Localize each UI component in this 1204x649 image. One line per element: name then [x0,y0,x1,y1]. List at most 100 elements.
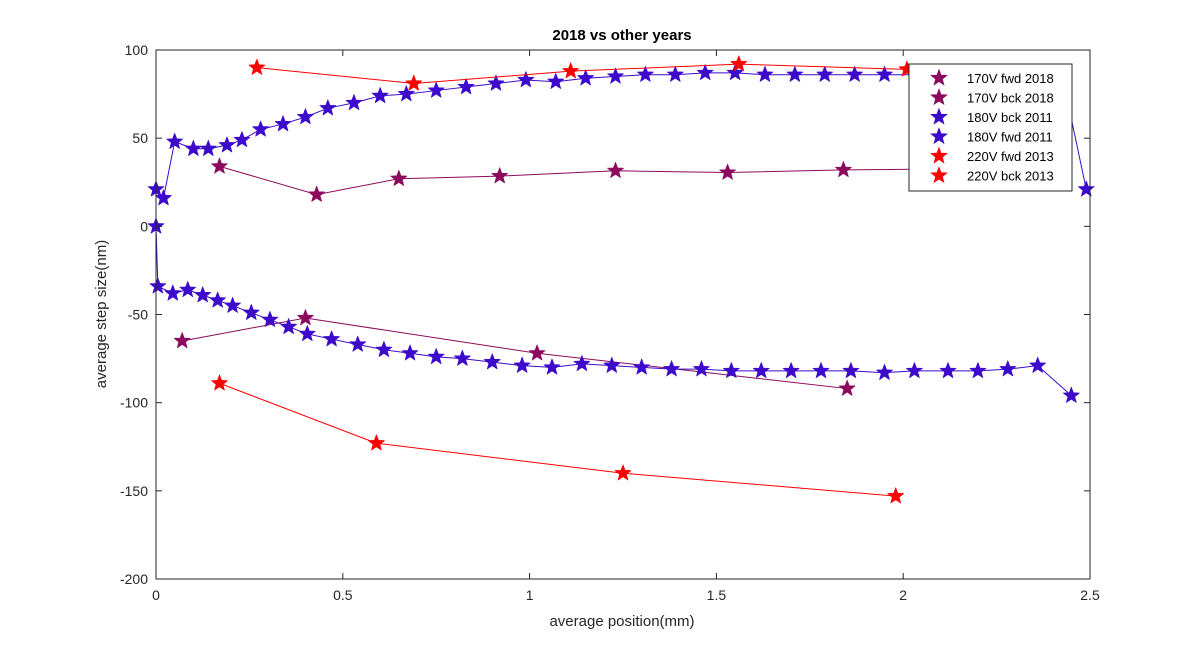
data-point [887,487,905,504]
data-point [577,69,595,86]
legend-label: 170V fwd 2018 [967,71,1054,86]
data-point [513,356,531,373]
data-point [397,85,415,102]
data-point [248,58,266,75]
data-point [323,330,340,347]
data-point [547,72,565,89]
y-tick-label: 0 [140,218,148,234]
data-point [457,78,475,95]
x-tick-label: 2.5 [1080,587,1100,603]
data-point [274,115,292,132]
y-axis-label: average step size(nm) [93,240,110,388]
legend-item: 170V bck 2018 [930,88,1054,106]
legend-label: 180V fwd 2011 [967,130,1053,145]
legend-marker [930,166,948,184]
chart-title: 2018 vs other years [552,27,691,44]
data-point [696,64,714,81]
data-point [218,136,236,153]
data-point [211,157,228,174]
data-point [969,362,987,379]
y-tick-label: -100 [120,395,148,411]
data-point [607,161,624,178]
data-point [637,65,654,82]
data-point [375,340,393,357]
data-point [876,363,893,380]
data-point [487,74,505,91]
legend-item: 220V fwd 2013 [930,146,1054,164]
data-point [261,310,279,327]
data-point [666,65,684,82]
data-point [663,360,680,377]
series-5 [211,374,905,504]
data-point [166,132,184,149]
legend-label: 170V bck 2018 [967,91,1054,106]
legend-marker [930,146,948,164]
x-tick-label: 1 [526,587,534,603]
legend-box [908,63,1073,192]
data-point [842,362,860,379]
data-point [453,349,471,366]
data-point [345,94,363,111]
legend-marker [930,107,948,125]
data-point [719,163,736,180]
x-tick-label: 0.5 [333,587,353,603]
legend-marker [930,88,948,106]
legend: 170V fwd 2018 170V bck 2018 180V bck 2011 1… [908,63,1073,192]
data-point [614,464,632,481]
data-point [149,277,167,294]
data-point [939,362,957,379]
data-point [211,374,228,391]
data-point [427,81,445,98]
x-tick-label: 1.5 [707,587,727,603]
series-4 [248,55,916,91]
x-tick-label: 2 [899,587,907,603]
data-point [297,108,314,125]
data-point [543,358,561,375]
data-point [835,161,852,178]
x-axis-label: average position(mm) [549,613,694,630]
data-point [427,348,445,364]
data-point [573,355,591,372]
legend-item: 220V bck 2013 [930,166,1054,184]
data-point [194,286,212,303]
data-point [906,362,923,379]
data-point [184,139,202,156]
series-line [182,317,848,390]
data-point [846,65,864,82]
legend-label: 220V bck 2013 [967,169,1054,184]
data-point [756,65,774,82]
data-point [786,65,804,82]
data-point [730,55,748,72]
data-point [371,87,389,104]
data-point [562,62,580,79]
data-point [838,379,856,396]
series-line [219,165,941,196]
data-point [517,71,535,88]
data-point [209,291,227,308]
data-point [308,185,326,202]
data-point [726,64,744,81]
data-point [179,281,197,297]
series-line [219,382,896,497]
data-point [1077,180,1095,197]
data-point [199,139,217,156]
y-tick-label: -50 [128,307,148,323]
data-point [876,65,893,82]
data-point [693,360,710,377]
data-point [603,356,621,373]
legend-marker [930,68,948,86]
legend-item: 180V bck 2011 [930,107,1053,125]
data-point [319,99,337,116]
y-tick-label: 50 [132,130,148,146]
legend-label: 220V fwd 2013 [967,149,1054,164]
data-point [401,344,419,361]
legend-marker [930,127,948,145]
data-point [1029,356,1047,373]
data-point [155,189,172,206]
data-point [405,74,423,91]
data-point [173,332,191,349]
data-point [633,358,651,375]
y-tick-label: -150 [120,483,148,499]
